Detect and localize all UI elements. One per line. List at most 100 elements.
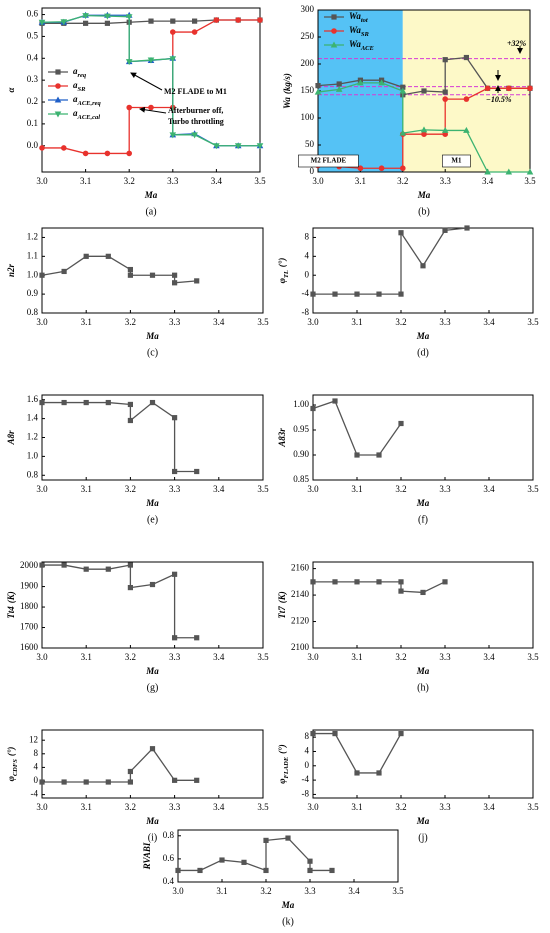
x-tick-label: 3.1 (81, 317, 92, 327)
marker (83, 399, 89, 406)
x-tick-label: 3.5 (257, 802, 269, 812)
legend-name: a (73, 66, 78, 76)
annotation: M2 FLADE to M1 (164, 87, 227, 96)
x-axis-label: Ma (145, 498, 159, 508)
marker (148, 18, 154, 24)
series-line (42, 564, 197, 639)
legend-name: Wa (349, 11, 361, 21)
x-tick-label: 3.2 (395, 802, 406, 812)
x-tick-label: 3.3 (169, 652, 181, 662)
marker (307, 867, 313, 874)
marker (127, 266, 133, 273)
marker (127, 417, 133, 424)
marker (125, 14, 133, 21)
marker (54, 111, 62, 118)
annotation-arrow (139, 106, 167, 114)
marker (54, 96, 62, 103)
x-tick-label: 3.4 (211, 176, 223, 186)
marker (354, 770, 360, 776)
marker (125, 59, 133, 66)
legend-sub: tot (361, 17, 368, 24)
y-tick-label: 0 (305, 269, 310, 279)
marker (441, 126, 449, 133)
marker (105, 779, 111, 785)
x-tick-label: 3.1 (216, 886, 227, 896)
plot-frame (41, 7, 261, 173)
marker (127, 584, 133, 591)
y-tick-label: 1.1 (27, 250, 38, 260)
marker (61, 399, 67, 406)
marker (400, 165, 406, 172)
legend-sub: ACE,cal (77, 114, 101, 121)
legend-sub: SR (361, 31, 370, 38)
y-axis-label: A83r (277, 428, 287, 448)
marker (336, 81, 342, 87)
annotation: −10.5% (486, 95, 512, 104)
x-tick-label: 3.2 (395, 317, 406, 327)
x-axis-label: Ma (416, 666, 430, 676)
x-tick-label: 3.3 (169, 484, 181, 494)
x-tick-label: 3.2 (125, 652, 136, 662)
y-label-sub: CDFS (12, 759, 19, 776)
marker (39, 145, 45, 151)
y-axis-label: φFLADE (°) (277, 744, 290, 784)
plot-frame (41, 227, 264, 314)
x-tick-label: 3.4 (348, 886, 360, 896)
marker (149, 272, 156, 278)
legend-label: WaSR (349, 25, 369, 38)
caption: (a) (145, 206, 156, 217)
x-tick-label: 3.4 (213, 484, 225, 494)
marker (310, 291, 316, 297)
x-tick-label: 3.1 (351, 484, 362, 494)
marker (39, 562, 45, 568)
marker (104, 13, 111, 20)
marker (172, 571, 178, 577)
x-tick-label: 3.4 (483, 652, 495, 662)
y-tick-label: 1.2 (27, 232, 38, 242)
marker (149, 399, 156, 406)
y-label-main: A8r (6, 430, 16, 446)
plot-frame (177, 829, 399, 883)
plot-frame (41, 394, 264, 481)
x-tick-label: 3.1 (81, 652, 92, 662)
marker (219, 857, 225, 863)
legend-name: a (73, 108, 78, 118)
legend-name: a (73, 94, 78, 104)
y-tick-label: 1.0 (27, 269, 39, 279)
marker (105, 566, 111, 572)
x-tick-label: 3.3 (169, 802, 181, 812)
marker (61, 268, 67, 275)
x-tick-label: 3.5 (527, 802, 539, 812)
marker (83, 779, 89, 785)
legend-label: Watot (349, 11, 368, 24)
y-tick-label: 0.2 (27, 96, 38, 106)
marker (331, 14, 337, 20)
marker (172, 777, 178, 783)
marker (172, 468, 178, 475)
x-axis-label: Ma (416, 498, 430, 508)
y-label-unit: (°) (277, 258, 287, 268)
caption: (k) (282, 916, 294, 927)
marker (194, 468, 200, 475)
x-tick-label: 3.1 (351, 802, 362, 812)
x-axis-label: Ma (416, 331, 430, 341)
marker (172, 415, 178, 421)
x-axis-label: Ma (145, 666, 159, 676)
marker (357, 165, 364, 172)
x-axis-label: Ma (416, 816, 430, 826)
plot-frame (41, 729, 264, 799)
series-line (313, 581, 446, 594)
x-tick-label: 3.4 (482, 176, 494, 186)
x-tick-label: 3.3 (169, 317, 181, 327)
x-tick-label: 3.1 (355, 176, 366, 186)
x-tick-label: 3.5 (254, 176, 266, 186)
marker (55, 69, 61, 75)
x-tick-label: 3.1 (351, 652, 362, 662)
y-tick-label: 0 (305, 760, 310, 770)
annotation: Turbo throttling (168, 117, 224, 126)
legend-name: Wa (349, 39, 361, 49)
x-tick-label: 3.2 (397, 176, 408, 186)
marker (105, 253, 111, 259)
y-tick-label: 150 (301, 85, 315, 95)
